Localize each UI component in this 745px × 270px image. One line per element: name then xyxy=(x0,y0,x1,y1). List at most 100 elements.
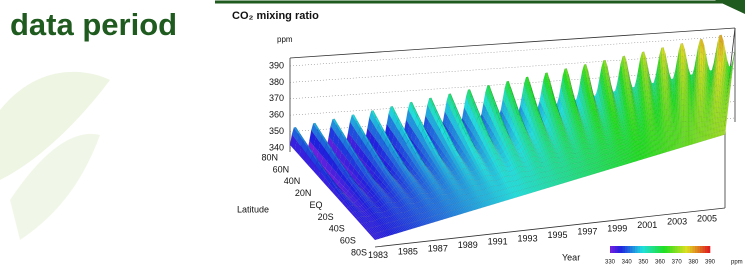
colorbar-tick-label: 340 xyxy=(622,260,633,266)
colorbar-tick-label: 380 xyxy=(688,260,699,266)
surface-patch xyxy=(690,91,692,95)
z-tick-label: 360 xyxy=(269,110,284,120)
colorbar-cell xyxy=(640,246,643,253)
surface-patch xyxy=(682,111,684,117)
colorbar-unit: ppm xyxy=(731,260,743,266)
surface-patch xyxy=(672,95,674,99)
surface-patch xyxy=(681,132,683,138)
colorbar-cell xyxy=(615,246,618,253)
colorbar-cell xyxy=(705,246,708,253)
surface-patch xyxy=(685,141,687,146)
surface-patch xyxy=(685,121,687,126)
colorbar-cell xyxy=(635,246,638,253)
surface-patch xyxy=(690,84,692,88)
colorbar-cell xyxy=(653,246,656,253)
colorbar-cell xyxy=(655,246,658,253)
surface-patch xyxy=(687,136,689,141)
box-edge xyxy=(290,28,735,58)
surface-patch xyxy=(690,81,692,85)
surface-patch xyxy=(679,133,681,139)
surface-patch xyxy=(684,132,686,137)
latitude-label: 60S xyxy=(340,236,356,246)
surface-patch xyxy=(692,125,694,130)
surface-patch xyxy=(682,137,684,142)
header-arrow xyxy=(715,0,745,14)
surface-patch xyxy=(680,127,682,133)
latitude-label: 20S xyxy=(318,212,334,222)
latitude-label: 20N xyxy=(295,188,312,198)
colorbar-cell xyxy=(665,246,668,253)
colorbar-cell xyxy=(613,246,616,253)
colorbar-tick-label: 360 xyxy=(655,260,666,266)
surface-patch xyxy=(685,116,687,122)
colorbar-cell xyxy=(643,246,646,253)
surface-patch xyxy=(682,142,684,147)
surface-patch xyxy=(689,113,691,118)
colorbar-cell xyxy=(698,246,701,253)
page: data period CO₂ mixing ratio ppm Latitud… xyxy=(0,0,745,270)
z-tick-label: 340 xyxy=(269,142,284,152)
year-label: 2001 xyxy=(637,220,657,230)
surface-patch xyxy=(681,50,683,57)
year-label: 1985 xyxy=(398,247,418,257)
surface-patch xyxy=(700,52,702,59)
surface-patch xyxy=(682,132,684,138)
year-label: 1997 xyxy=(577,227,597,237)
colorbar-cell xyxy=(690,246,693,253)
colorbar-cell xyxy=(703,246,706,253)
surface-patch xyxy=(690,126,692,131)
surface-patch xyxy=(685,131,687,136)
year-label: 1989 xyxy=(458,240,478,250)
colorbar-cell xyxy=(658,246,661,253)
surface-patch xyxy=(682,93,684,99)
y-axis-label: Latitude xyxy=(237,204,269,214)
surface-patch xyxy=(693,139,695,144)
surface-patch xyxy=(685,111,687,117)
surface-patch xyxy=(679,138,681,143)
surface-patch xyxy=(690,109,692,113)
surface-patch xyxy=(692,130,694,135)
latitude-label: EQ xyxy=(309,200,322,210)
surface-patch xyxy=(681,75,683,82)
colorbar-cell xyxy=(660,246,663,253)
year-label: 1983 xyxy=(368,250,388,260)
surface-patch xyxy=(688,136,690,141)
colorbar-tick-label: 330 xyxy=(605,260,616,266)
surface-patch xyxy=(672,91,674,95)
surface-patch xyxy=(690,101,692,105)
surface-patch xyxy=(690,131,692,136)
surface-patch xyxy=(685,136,687,141)
slide: data period CO₂ mixing ratio ppm Latitud… xyxy=(0,0,745,270)
latitude-label: 40S xyxy=(329,224,345,234)
surface-patch xyxy=(690,117,692,122)
surface-patch xyxy=(687,141,689,146)
surface-patch xyxy=(679,128,681,134)
surface-patch xyxy=(682,127,684,133)
surface-patch xyxy=(687,131,689,136)
colorbar-cell xyxy=(708,246,711,253)
leaf-decoration xyxy=(0,72,110,240)
surface-patch xyxy=(681,43,683,50)
year-label: 2003 xyxy=(667,217,687,227)
colorbar-cell xyxy=(693,246,696,253)
year-label: 1999 xyxy=(607,223,627,233)
colorbar-cell xyxy=(628,246,631,253)
year-label: 1987 xyxy=(428,243,448,253)
year-label: 1991 xyxy=(488,237,508,247)
back-grid-line xyxy=(290,36,735,66)
surface-patch xyxy=(681,81,683,87)
surface-patch xyxy=(687,127,689,132)
colorbar-cell xyxy=(618,246,621,253)
year-label: 1995 xyxy=(547,230,567,240)
surface-patch xyxy=(680,122,682,128)
surface-patch xyxy=(687,117,689,122)
surface-patch xyxy=(692,139,694,144)
surface-patch xyxy=(688,131,690,136)
surface-patch xyxy=(683,111,685,117)
surface-patch xyxy=(687,112,689,118)
colorbar-cell xyxy=(685,246,688,253)
colorbar-cell xyxy=(668,246,671,253)
slide-title: data period xyxy=(10,7,177,42)
surface-patch xyxy=(690,140,692,145)
surface-patch xyxy=(685,127,687,132)
